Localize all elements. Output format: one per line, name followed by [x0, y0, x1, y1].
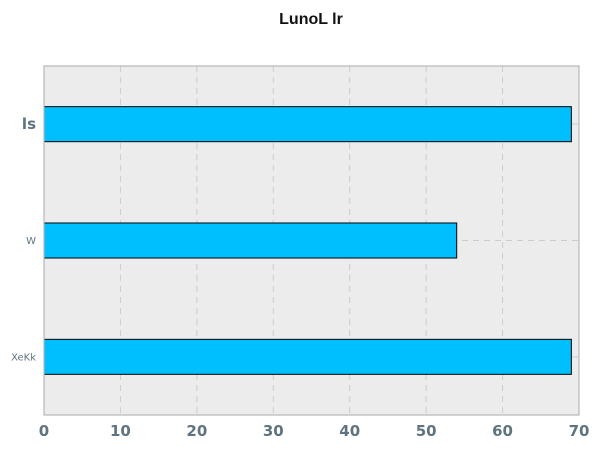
x-tick-label: 70	[569, 422, 590, 440]
x-tick-label: 0	[39, 422, 49, 440]
chart-title: LunoL lr	[279, 11, 343, 28]
bar-w	[43, 222, 458, 259]
plot-frame	[43, 65, 580, 416]
x-tick-label: 40	[339, 422, 360, 440]
y-tick-label: W	[26, 236, 36, 247]
y-tick-label: ls	[22, 115, 36, 133]
x-tick-label: 20	[186, 422, 207, 440]
bar-xekk	[43, 338, 572, 375]
x-axis-ticks: 0 10 20 30 40 50 60 70	[39, 422, 590, 440]
x-tick-label: 30	[263, 422, 284, 440]
x-tick-label: 60	[492, 422, 513, 440]
bar-ls	[43, 106, 572, 143]
y-tick-label: XeKk	[11, 352, 36, 363]
y-axis-ticks: ls W XeKk	[11, 115, 36, 363]
x-tick-label: 10	[110, 422, 131, 440]
x-tick-label: 50	[416, 422, 437, 440]
bars	[43, 106, 572, 375]
